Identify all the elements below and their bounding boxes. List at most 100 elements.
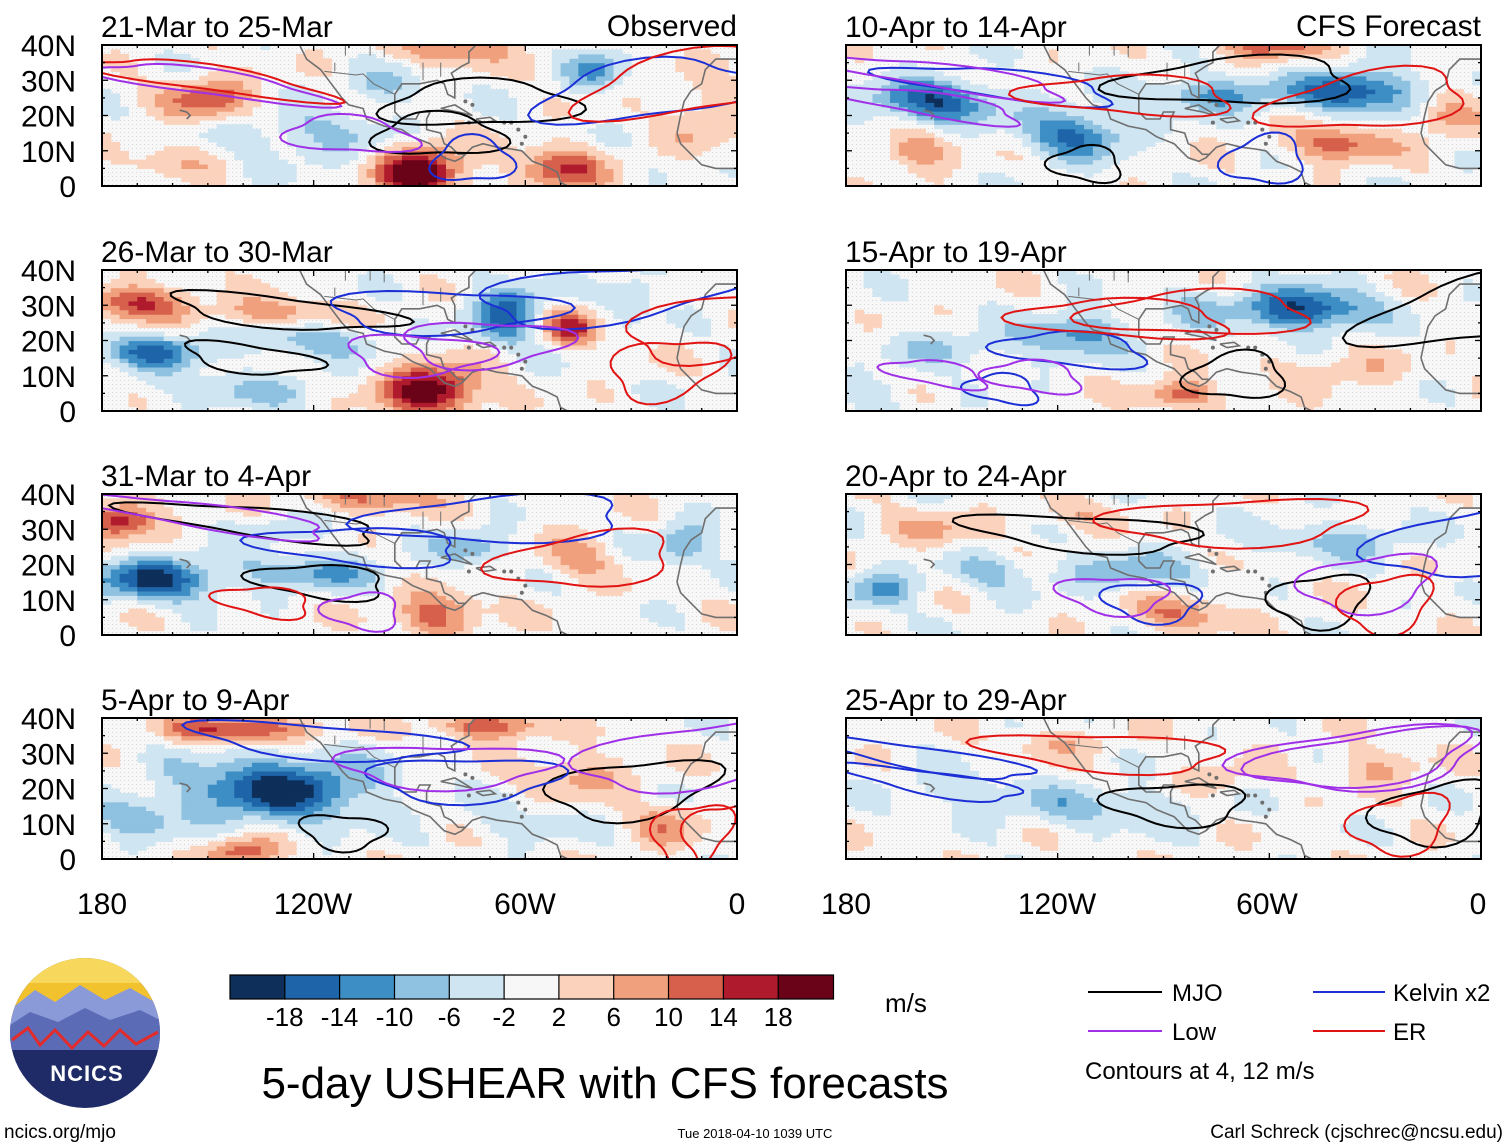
shear-cell — [110, 828, 121, 834]
shear-cell — [516, 841, 526, 847]
shear-cell — [622, 586, 632, 592]
shear-cell — [119, 353, 129, 359]
shear-cell — [128, 309, 138, 315]
shear-cell — [216, 336, 227, 342]
shear-cell — [551, 53, 562, 59]
shear-cell — [251, 283, 262, 289]
shear-cell — [569, 177, 579, 183]
shear-cell — [137, 270, 147, 275]
shear-cell — [260, 845, 271, 851]
shear-cell — [393, 71, 403, 77]
shear-cell — [401, 823, 412, 829]
shear-cell — [454, 779, 465, 785]
shear-cell — [304, 766, 315, 772]
shear-cell — [260, 854, 271, 859]
shear-cell — [666, 124, 676, 130]
shear-cell — [578, 155, 588, 161]
shear-cell — [419, 560, 429, 566]
shear-cell — [613, 788, 623, 794]
shear-cell — [648, 832, 659, 838]
shear-cell — [410, 358, 421, 364]
shear-cell — [269, 292, 279, 297]
shear-cell — [410, 119, 421, 125]
shear-cell — [181, 292, 191, 297]
shear-cell — [507, 854, 518, 859]
shear-cell — [190, 380, 200, 386]
shear-cell — [251, 546, 262, 552]
shear-cell — [622, 292, 632, 297]
shear-cell — [622, 507, 632, 513]
shear-cell — [675, 389, 685, 394]
shear-cell — [410, 524, 421, 530]
shear-cell — [119, 797, 129, 803]
shear-cell — [595, 546, 606, 552]
shear-cell — [357, 560, 368, 566]
shear-cell — [666, 384, 676, 390]
shear-cell — [578, 823, 588, 829]
shear-cell — [322, 823, 332, 829]
shear-cell — [437, 507, 447, 513]
shear-cell — [507, 380, 518, 386]
shear-cell — [401, 49, 412, 55]
shear-cell — [613, 53, 623, 59]
shear-cell — [437, 155, 447, 161]
shear-cell — [472, 84, 482, 90]
shear-cell — [525, 53, 535, 59]
shear-cell — [543, 538, 553, 544]
shear-cell — [507, 850, 518, 856]
shear-cell — [128, 801, 138, 807]
shear-cell — [340, 318, 350, 324]
shear-cell — [163, 80, 174, 86]
shear-cell — [551, 828, 562, 834]
shear-cell — [172, 119, 182, 125]
shear-cell — [410, 181, 421, 186]
shear-cell — [648, 542, 659, 548]
shear-cell — [251, 309, 262, 315]
shear-cell — [569, 75, 579, 81]
shear-cell — [331, 766, 341, 772]
shear-cell — [657, 128, 667, 134]
shear-cell — [190, 621, 200, 627]
shear-cell — [251, 845, 262, 851]
shear-cell — [701, 551, 712, 557]
shear-cell — [604, 80, 615, 86]
shear-cell — [648, 358, 659, 364]
shear-cell — [322, 770, 332, 776]
shear-cell — [243, 538, 253, 544]
shear-cell — [684, 49, 694, 55]
shear-cell — [207, 801, 218, 807]
shear-cell — [384, 806, 394, 812]
shear-cell — [357, 349, 368, 355]
shear-cell — [331, 792, 341, 798]
shear-cell — [251, 389, 262, 394]
shear-cell — [701, 141, 712, 147]
shear-cell — [692, 124, 703, 130]
shear-cell — [119, 53, 129, 59]
shear-cell — [410, 327, 421, 333]
shear-cell — [569, 168, 579, 174]
shear-cell — [604, 75, 615, 81]
shear-cell — [243, 150, 253, 156]
shear-cell — [102, 788, 112, 794]
shear-cell — [454, 45, 465, 50]
shear-cell — [516, 384, 526, 390]
shear-cell — [331, 784, 341, 790]
shear-cell — [728, 318, 737, 324]
shear-cell — [472, 278, 482, 284]
shear-cell — [481, 106, 491, 112]
shear-cell — [419, 155, 429, 161]
shear-cell — [313, 128, 324, 134]
shear-cell — [313, 62, 324, 68]
island — [519, 590, 524, 595]
shear-cell — [419, 331, 429, 337]
shear-cell — [472, 806, 482, 812]
border-line — [324, 70, 396, 95]
shear-cell — [110, 586, 121, 592]
shear-cell — [128, 71, 138, 77]
shear-cell — [684, 71, 694, 77]
shear-cell — [278, 520, 288, 526]
shear-cell — [154, 366, 165, 372]
shear-cell — [428, 538, 438, 544]
shear-cell — [216, 533, 227, 539]
shear-cell — [190, 766, 200, 772]
